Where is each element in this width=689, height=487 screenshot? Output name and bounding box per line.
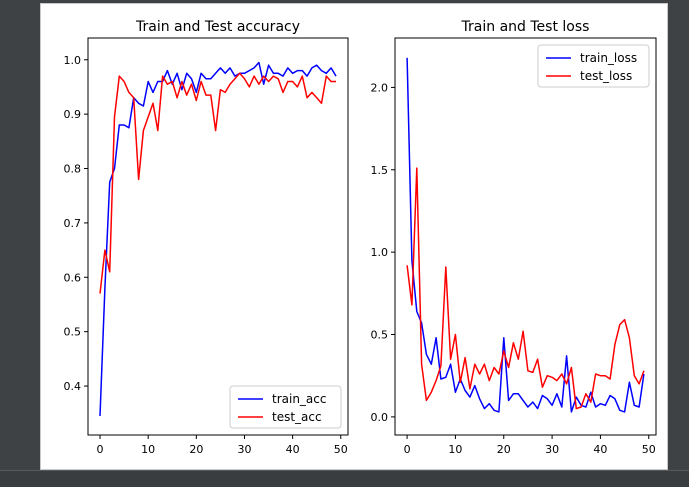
y-tick-label: 0.7 <box>64 217 82 230</box>
y-tick-label: 0.9 <box>64 108 82 121</box>
y-tick-label: 0.6 <box>64 271 82 284</box>
subplot-2: Train and Test loss 0 10 20 30 40 50 0.0 0.5 1.0 1… <box>371 19 657 456</box>
x-tick-label: 50 <box>334 443 348 456</box>
figure-svg: Train and Test accuracy 0 10 20 30 40 50 0.4 0.5… <box>64 19 657 456</box>
x-tick-label: 0 <box>97 443 104 456</box>
series-line-test_acc <box>99 72 336 294</box>
legend: train_loss test_loss <box>537 44 650 88</box>
series-line-test_loss <box>406 167 645 410</box>
legend: train_acc test_acc <box>229 385 342 429</box>
x-tick-label: 20 <box>497 443 511 456</box>
y-tick-label: 0.5 <box>371 329 389 342</box>
series-line-train_loss <box>406 57 645 413</box>
x-tick-label: 30 <box>237 443 251 456</box>
legend-label-train_loss: train_loss <box>580 51 637 65</box>
figure-canvas: Train and Test accuracy 0 10 20 30 40 50 0.4 0.5… <box>40 3 668 470</box>
background-taskbar-strip <box>0 470 689 487</box>
x-tick-label: 10 <box>448 443 462 456</box>
x-tick-label: 0 <box>404 443 411 456</box>
x-tick-label: 10 <box>141 443 155 456</box>
plot-title: Train and Test loss <box>461 19 590 35</box>
x-tick-label: 50 <box>642 443 656 456</box>
y-tick-label: 1.0 <box>371 246 389 259</box>
y-tick-label: 1.0 <box>64 54 82 67</box>
y-tick-label: 2.0 <box>371 81 389 94</box>
x-tick-label: 30 <box>545 443 559 456</box>
legend-label-test_acc: test_acc <box>272 410 322 424</box>
axes-frame <box>87 37 349 436</box>
subplot-1: Train and Test accuracy 0 10 20 30 40 50 0.4 0.5… <box>64 19 349 456</box>
axes-frame <box>394 37 657 436</box>
y-tick-label: 0.5 <box>64 326 82 339</box>
y-tick-label: 0.4 <box>64 380 82 393</box>
y-tick-label: 1.5 <box>371 164 389 177</box>
y-tick-label: 0.8 <box>64 163 82 176</box>
series-line-train_acc <box>99 61 337 417</box>
x-tick-label: 40 <box>286 443 300 456</box>
y-tick-label: 0.0 <box>371 411 389 424</box>
legend-label-test_loss: test_loss <box>580 69 632 83</box>
plot-title: Train and Test accuracy <box>135 19 300 35</box>
x-tick-label: 20 <box>189 443 203 456</box>
legend-label-train_acc: train_acc <box>272 392 326 406</box>
x-tick-label: 40 <box>593 443 607 456</box>
